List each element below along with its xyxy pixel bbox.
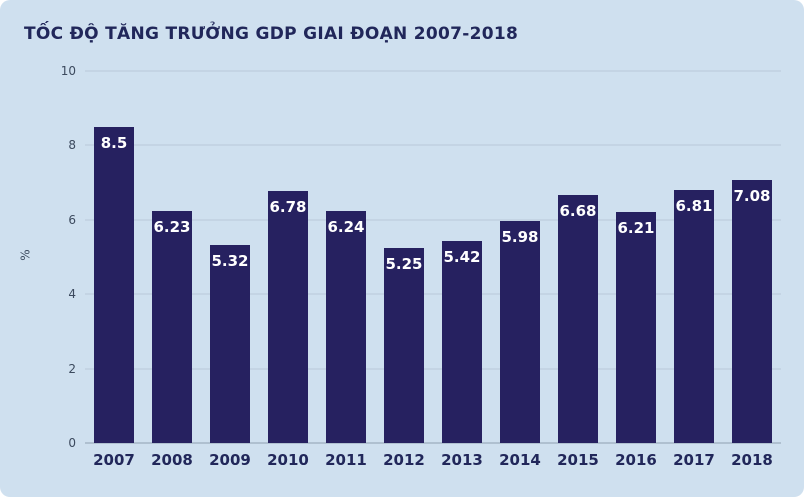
bar-2014: 5.98 [500, 220, 540, 443]
x-axis-baseline [85, 442, 781, 444]
bar-value-label: 6.21 [617, 219, 655, 237]
y-tick-label: 4 [68, 287, 76, 302]
bar-slot: 5.25 [375, 71, 433, 443]
x-tick-label: 2012 [383, 451, 425, 469]
bar-value-label: 5.32 [211, 252, 249, 271]
bar-value-label: 6.81 [675, 196, 713, 215]
gridline [85, 368, 781, 370]
bar-2012: 5.25 [384, 247, 424, 443]
bar-slot: 6.81 [665, 71, 723, 443]
x-tick-label: 2014 [499, 451, 541, 469]
bar-slot: 5.98 [491, 71, 549, 443]
bar-slot: 7.08 [723, 71, 781, 443]
bar-value-label: 7.08 [733, 186, 771, 205]
x-tick-label: 2018 [731, 451, 773, 469]
bar-value-label: 6.24 [327, 217, 365, 236]
bar-slot: 8.5 [85, 71, 143, 443]
x-tick-label: 2008 [151, 451, 193, 469]
bar-value-label: 6.78 [269, 197, 307, 216]
bar-2015: 6.68 [558, 194, 598, 443]
gridlines [85, 70, 781, 444]
y-tick-label: 0 [68, 436, 76, 450]
bar-2010: 6.78 [268, 190, 308, 443]
bar-slot: 6.21 [607, 71, 665, 443]
gridline [85, 293, 781, 295]
bar-2017: 6.81 [674, 189, 714, 443]
x-tick-label: 2007 [93, 451, 135, 469]
bar-value-label: 8.5 [100, 133, 128, 152]
bar-slot: 5.32 [201, 71, 259, 443]
bar-2018: 7.08 [732, 179, 772, 443]
bar-slot: 6.78 [259, 71, 317, 443]
y-axis: 0 2 4 6 8 10 [0, 64, 76, 450]
bar-2009: 5.32 [210, 245, 250, 443]
bar-slot: 6.68 [549, 71, 607, 443]
gridline [85, 144, 781, 146]
x-tick-label: 2016 [615, 451, 657, 469]
bar-value-label: 5.98 [501, 227, 539, 246]
x-tick-label: 2015 [557, 451, 599, 469]
bar-2016: 6.21 [616, 212, 656, 443]
x-tick-label: 2013 [441, 451, 483, 469]
y-tick-label: 10 [60, 64, 76, 78]
bars: 8.5 6.23 5.32 6.78 6.24 5.25 5.42 5.98 6.68 6.21 6… [85, 71, 781, 443]
x-tick-label: 2009 [209, 451, 251, 469]
bar-slot: 6.24 [317, 71, 375, 443]
bar-slot: 5.42 [433, 71, 491, 443]
bar-value-label: 5.42 [443, 248, 481, 267]
bar-2008: 6.23 [152, 211, 192, 443]
y-tick-label: 2 [68, 361, 76, 376]
x-tick-label: 2017 [673, 451, 715, 469]
chart-title: TỐC ĐỘ TĂNG TRƯỞNG GDP GIAI ĐOẠN 2007-20… [24, 24, 519, 44]
bar-2013: 5.42 [442, 241, 482, 443]
y-tick-label: 8 [68, 138, 76, 153]
bar-value-label: 5.25 [385, 254, 423, 273]
bar-slot: 6.23 [143, 71, 201, 443]
x-tick-label: 2010 [267, 451, 309, 469]
y-tick-label: 6 [68, 212, 76, 227]
plot-area: 8.5 6.23 5.32 6.78 6.24 5.25 5.42 5.98 6.68 6.21 6… [85, 70, 781, 444]
bar-value-label: 6.68 [559, 201, 597, 220]
gridline [85, 219, 781, 221]
bar-2011: 6.24 [326, 210, 366, 443]
bar-2007: 8.5 [94, 126, 134, 443]
x-axis-labels: 2007 2008 2009 2010 2011 2012 2013 2014 2015 2016… [85, 451, 781, 469]
gridline [85, 70, 781, 72]
x-tick-label: 2011 [325, 451, 367, 469]
bar-value-label: 6.23 [153, 218, 191, 237]
